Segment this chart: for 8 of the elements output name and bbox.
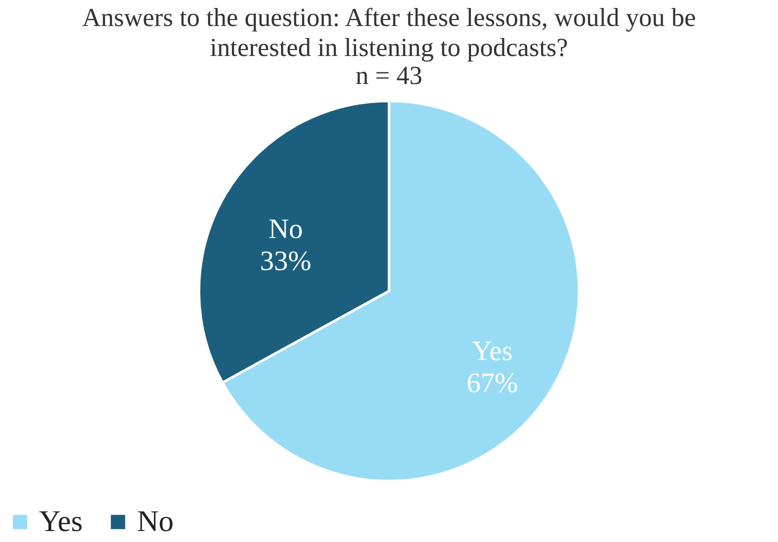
data-label: 67% <box>466 368 518 400</box>
data-label: 33% <box>260 246 312 277</box>
slice-label: No <box>268 214 303 245</box>
legend-label: No <box>137 505 174 538</box>
chart-title: Answers to the question: After these lessons, would you be interested in listening to podcasts? <box>82 3 696 62</box>
legend-label: Yes <box>39 505 83 538</box>
slice-label: Yes <box>472 336 513 368</box>
chart-subtitle: n = 43 <box>356 61 422 90</box>
